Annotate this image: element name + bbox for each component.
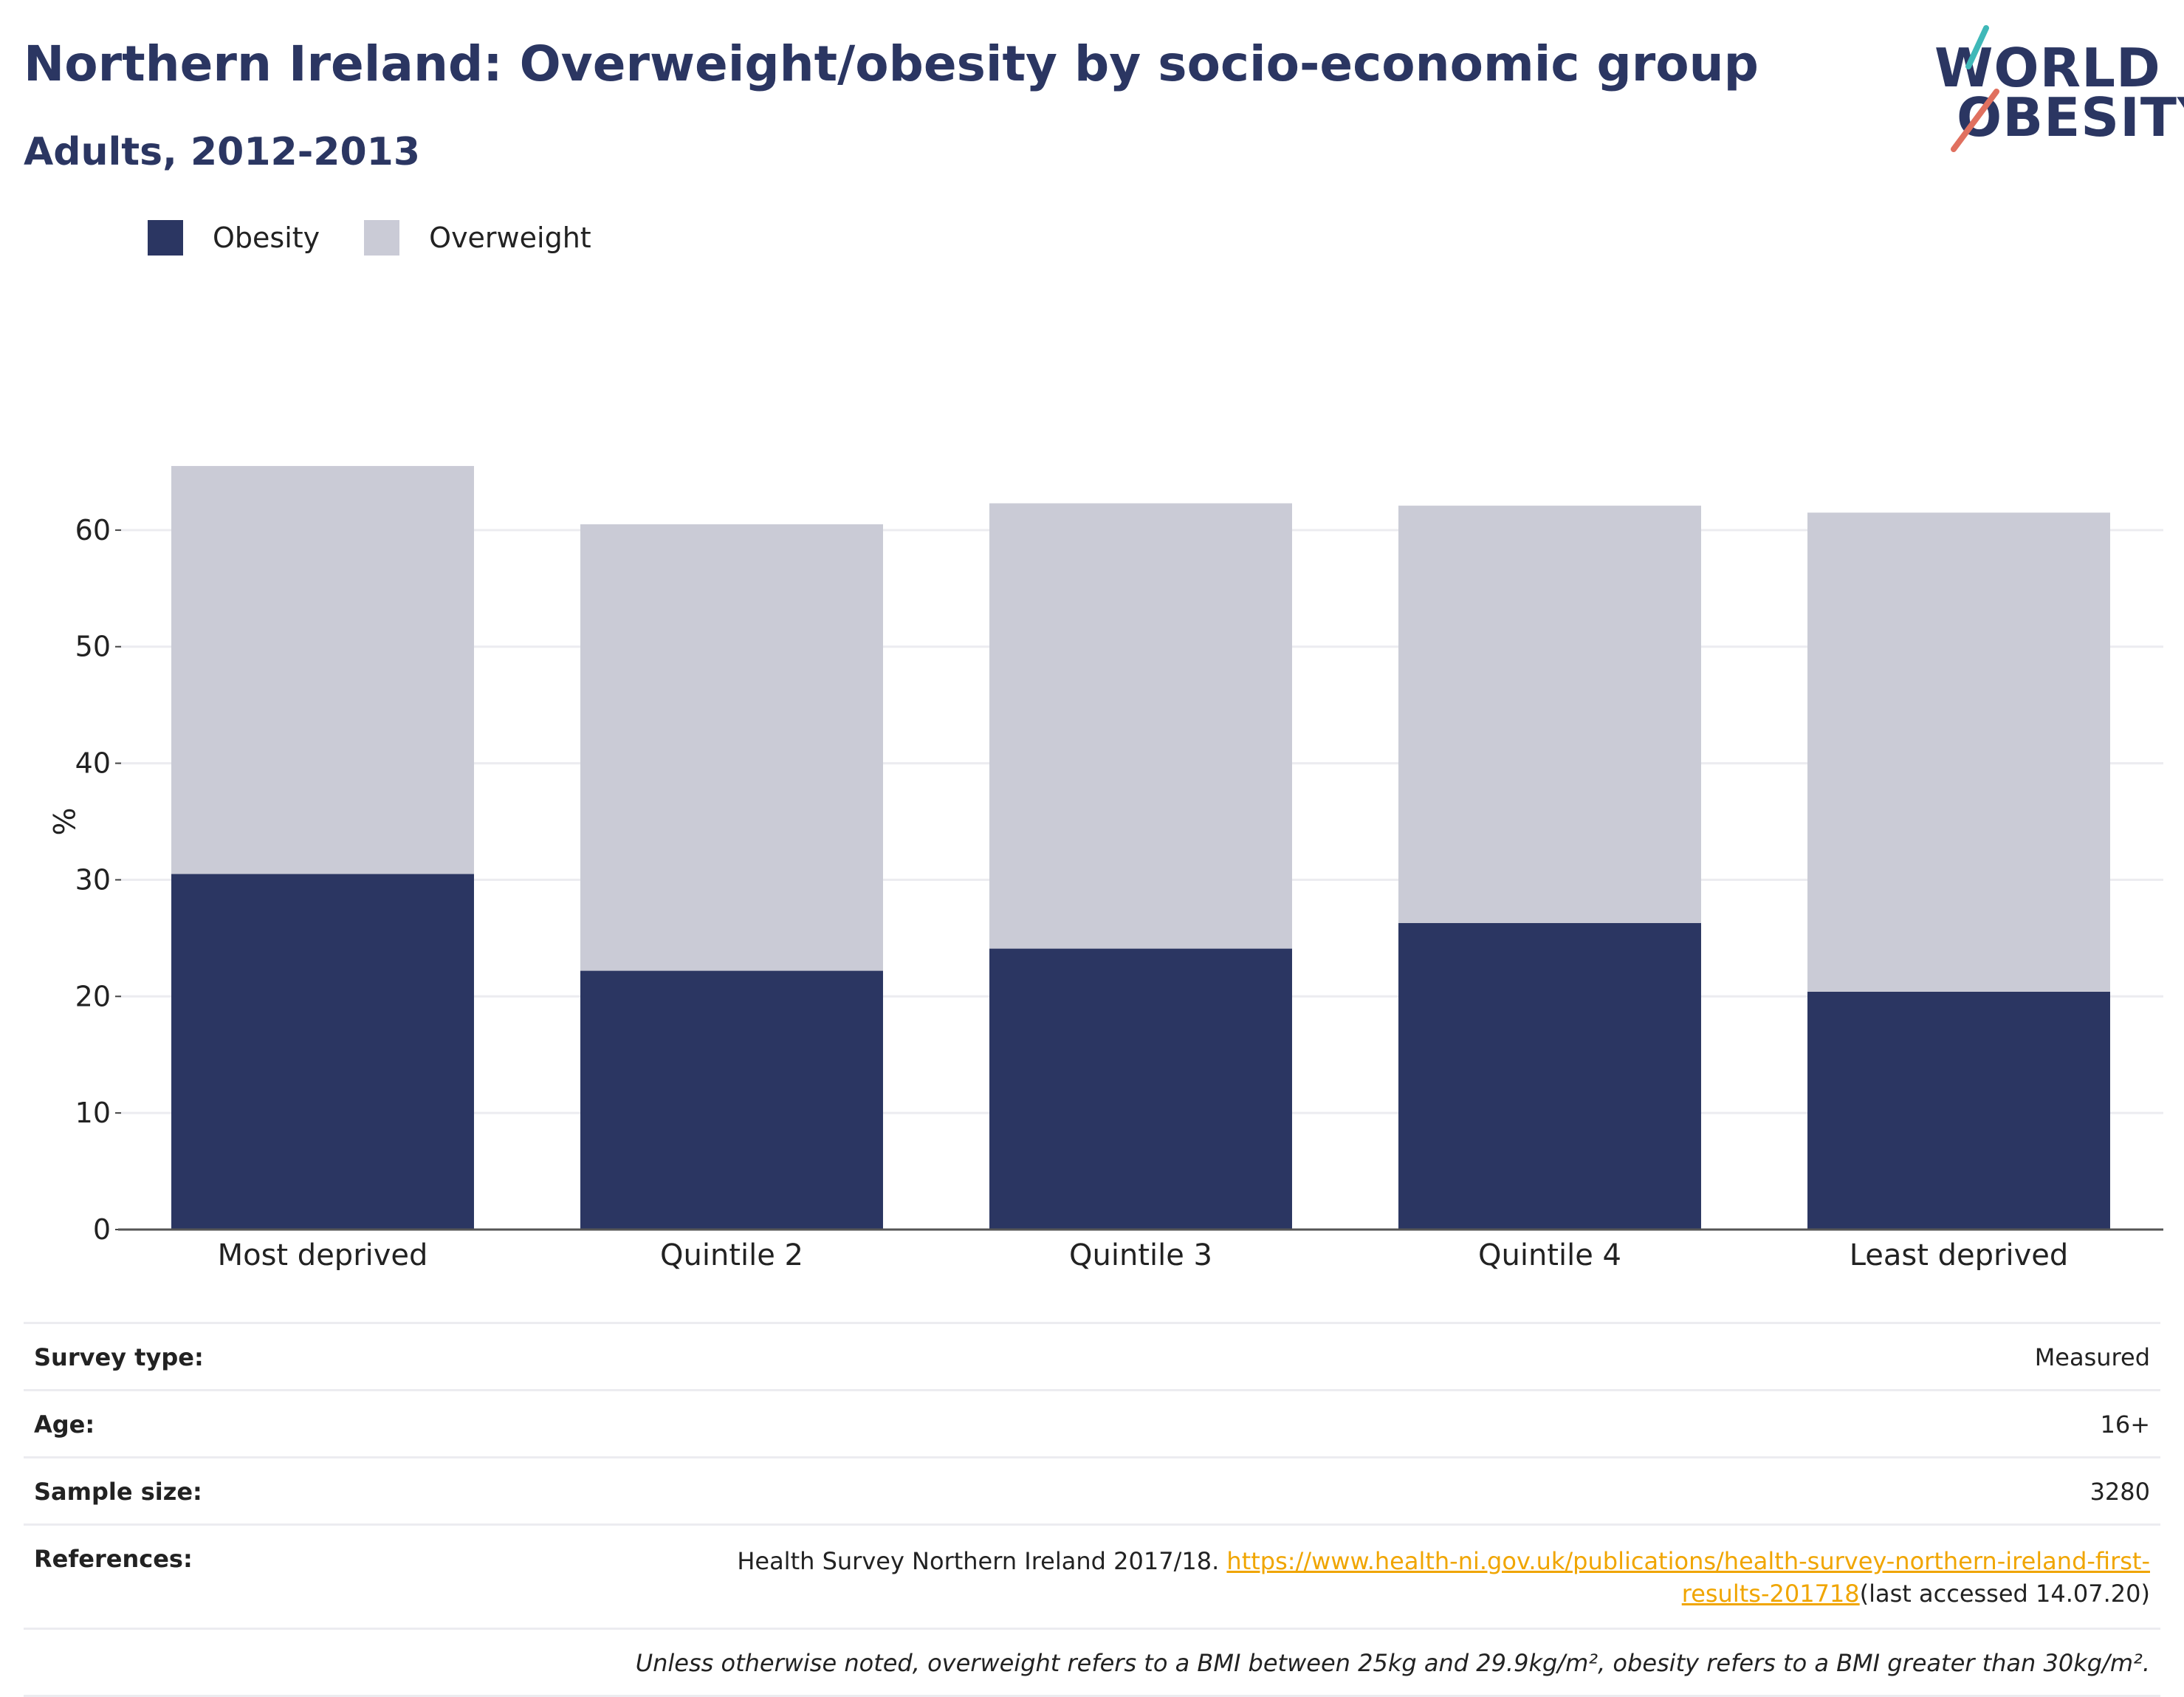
bar-obesity	[1807, 991, 2110, 1230]
reference-text: Health Survey Northern Ireland 2017/18.	[737, 1547, 1227, 1575]
age-value: 16+	[2100, 1410, 2150, 1439]
legend-swatch-overweight	[364, 220, 400, 256]
legend-label-obesity: Obesity	[213, 222, 320, 254]
info-row-references: References: Health Survey Northern Irela…	[24, 1526, 2160, 1630]
y-tick-label: 20	[75, 980, 111, 1012]
stacked-bar-chart: 0 10 20 30 40 50 60% Most deprived Quintile 2 Qui…	[46, 466, 2163, 1270]
info-row-definition-note: Unless otherwise noted, overweight refer…	[24, 1630, 2160, 1697]
bar-obesity	[580, 970, 883, 1230]
x-tick-label: Quintile 2	[660, 1238, 803, 1270]
legend-item-obesity: Obesity	[148, 220, 320, 256]
reference-accessed: (last accessed 14.07.20)	[1859, 1580, 2150, 1608]
age-label: Age:	[34, 1410, 95, 1439]
y-tick-label: 0	[93, 1213, 111, 1246]
chart-subtitle: Adults, 2012-2013	[24, 130, 421, 174]
y-tick-label: 60	[75, 514, 111, 546]
info-row-age: Age: 16+	[24, 1391, 2160, 1458]
chart-title: Northern Ireland: Overweight/obesity by …	[24, 35, 1759, 92]
bar-obesity	[1398, 922, 1701, 1230]
y-tick-label: 40	[75, 747, 111, 780]
bar-overweight	[1398, 505, 1701, 923]
reference-link[interactable]: https://www.health-ni.gov.uk/publication…	[1226, 1547, 2150, 1608]
bar-overweight	[580, 524, 883, 971]
x-tick-label: Quintile 3	[1069, 1238, 1212, 1270]
x-tick-label: Least deprived	[1850, 1238, 2069, 1270]
y-axis-label: %	[46, 807, 80, 835]
survey-type-label: Survey type:	[34, 1343, 204, 1371]
legend-item-overweight: Overweight	[364, 220, 591, 256]
bar-overweight	[1807, 512, 2110, 992]
legend-swatch-obesity	[148, 220, 183, 256]
legend-label-overweight: Overweight	[429, 222, 591, 254]
logo-slash-icon	[1951, 25, 1999, 152]
logo-line-1: WORLD	[1934, 37, 2161, 99]
y-tick-label: 50	[75, 631, 111, 663]
world-obesity-logo: WORLD OBESITY	[1927, 21, 2184, 154]
bar-obesity	[989, 948, 1292, 1230]
bar-overweight	[171, 466, 474, 874]
x-tick-label: Quintile 4	[1478, 1238, 1621, 1270]
chart-legend: Obesity Overweight	[148, 220, 636, 256]
info-row-survey-type: Survey type: Measured	[24, 1324, 2160, 1391]
y-tick-label: 10	[75, 1097, 111, 1129]
definition-note: Unless otherwise noted, overweight refer…	[635, 1649, 2150, 1677]
x-tick-label: Most deprived	[218, 1238, 428, 1270]
bar-obesity	[171, 874, 474, 1230]
sample-size-label: Sample size:	[34, 1478, 202, 1506]
bar-overweight	[989, 503, 1292, 949]
info-row-sample-size: Sample size: 3280	[24, 1458, 2160, 1526]
references-label: References:	[34, 1545, 193, 1573]
logo-line-2: OBESITY	[1957, 86, 2184, 148]
survey-type-value: Measured	[2034, 1343, 2150, 1371]
y-tick-label: 30	[75, 863, 111, 896]
sample-size-value: 3280	[2089, 1478, 2150, 1506]
references-value: Health Survey Northern Ireland 2017/18. …	[673, 1545, 2150, 1610]
survey-info-table: Survey type: Measured Age: 16+ Sample si…	[24, 1322, 2160, 1697]
